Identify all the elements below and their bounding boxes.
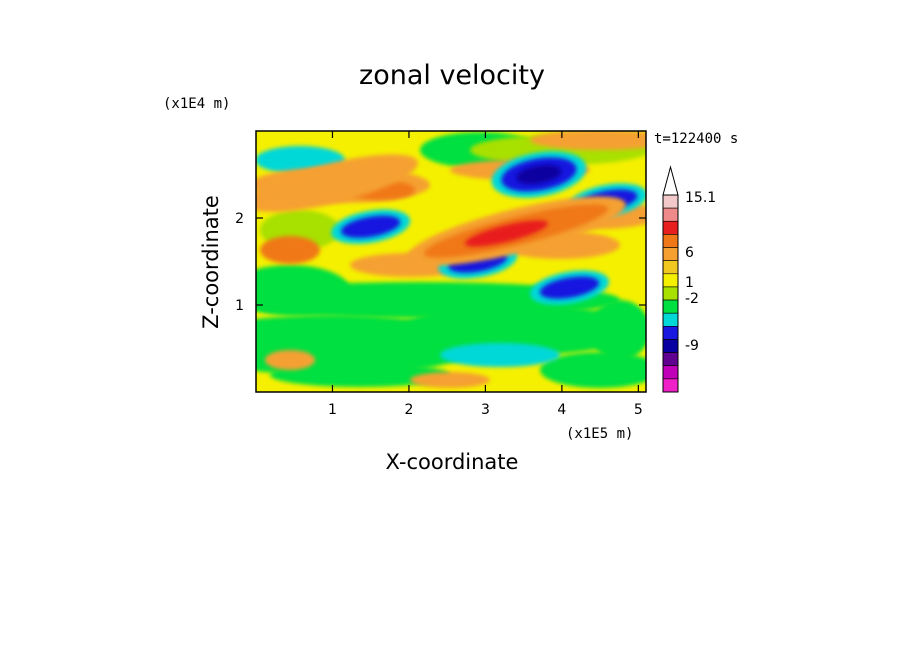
y-tick-label: 2: [235, 211, 244, 227]
colorbar-segment: [662, 299, 679, 314]
y-scale-note: (x1E4 m): [163, 96, 230, 112]
colorbar-segment: [662, 247, 679, 261]
negative-velocity-jet: [530, 270, 610, 305]
colorbar-segment: [662, 339, 679, 353]
field-patch: [530, 131, 646, 150]
colorbar-label: 15.1: [685, 190, 716, 206]
colorbar-label: -2: [685, 291, 699, 307]
colorbar-segment: [662, 352, 679, 367]
colorbar-labels: 15.1 6 1-2 -9: [685, 190, 716, 354]
colorbar-label: -9: [685, 338, 699, 354]
x-tick-label: 1: [328, 402, 337, 418]
velocity-field: [256, 131, 646, 392]
colorbar-segment: [662, 378, 679, 393]
field-patch: [540, 352, 646, 388]
field-patch: [256, 265, 350, 315]
field-patch: [265, 350, 315, 370]
y-tick-label: 1: [235, 298, 244, 314]
colorbar: [662, 165, 679, 393]
colorbar-segment: [662, 234, 679, 248]
negative-velocity-jet: [491, 151, 587, 198]
colorbar-extension-arrow: [662, 165, 679, 196]
field-patch: [440, 343, 560, 367]
colorbar-segment: [662, 312, 679, 327]
colorbar-label: 1: [685, 275, 694, 291]
x-axis-ticks: 1 2 3 4 5: [328, 131, 643, 418]
y-axis-label: Z-coordinate: [199, 195, 223, 329]
y-axis-ticks: 12: [235, 211, 646, 314]
colorbar-segment: [662, 326, 679, 340]
field-patch: [270, 363, 450, 387]
colorbar-segment: [662, 286, 679, 301]
plot-frame: [255, 130, 647, 393]
field-patch: [410, 372, 490, 388]
colorbar-segment: [662, 260, 679, 275]
x-scale-note: (x1E5 m): [566, 426, 633, 442]
field-patch: [590, 300, 646, 360]
colorbar-segment: [662, 207, 679, 222]
colorbar-frame: [662, 194, 679, 393]
x-tick-label: 3: [481, 402, 490, 418]
x-axis-label: X-coordinate: [386, 450, 519, 474]
colorbar-segment: [662, 365, 679, 380]
positive-velocity-band: [406, 196, 626, 266]
x-tick-label: 4: [557, 402, 566, 418]
positive-velocity-band: [256, 154, 418, 213]
colorbar-segment: [662, 194, 679, 209]
x-tick-label: 5: [634, 402, 643, 418]
colorbar-segment: [662, 273, 679, 288]
time-label: t=122400 s: [654, 131, 738, 147]
negative-velocity-jet: [331, 209, 411, 244]
colorbar-label: 6: [685, 245, 694, 261]
chart-title: zonal velocity: [359, 60, 545, 91]
field-patch: [260, 236, 320, 264]
x-tick-label: 2: [404, 402, 413, 418]
colorbar-segment: [662, 220, 679, 235]
